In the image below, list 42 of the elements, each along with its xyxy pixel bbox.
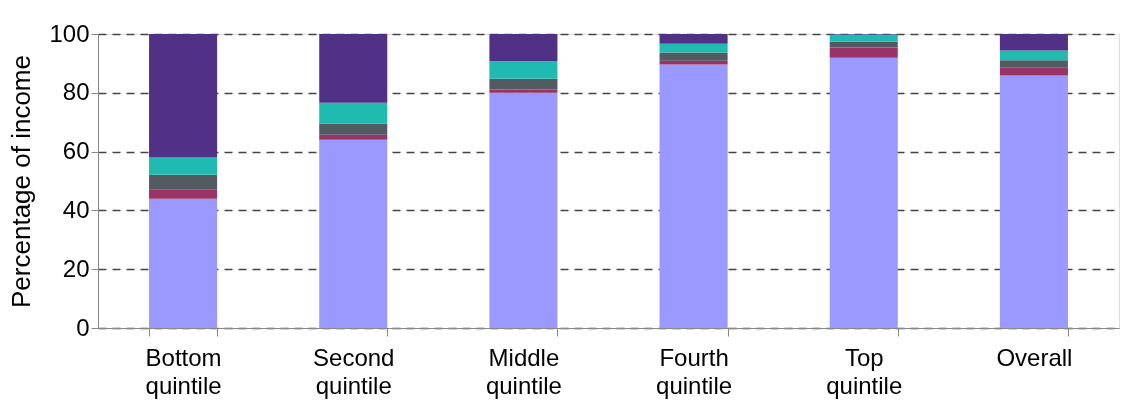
bar: [829, 41, 898, 48]
y-tick-label: 0: [76, 313, 90, 341]
y-tick-label: 20: [62, 254, 90, 282]
y-tick-label: 100: [49, 19, 90, 47]
bar: [319, 123, 388, 135]
y-axis-title: Percentage of income: [6, 55, 37, 308]
bar: [319, 34, 388, 103]
bar: [489, 89, 558, 93]
x-tick-label: Fourth quintile: [656, 343, 733, 399]
bar: [149, 198, 218, 328]
x-tick-label: Second quintile: [313, 343, 395, 399]
bar: [999, 75, 1068, 328]
y-tick-label: 60: [62, 137, 90, 165]
x-tick-label: Top quintile: [826, 343, 903, 399]
bar: [149, 157, 218, 175]
bar: [489, 78, 558, 90]
x-tick-label: Bottom quintile: [145, 343, 222, 399]
bar: [999, 67, 1068, 76]
bar: [489, 92, 558, 328]
bar: [149, 174, 218, 190]
bar: [319, 102, 388, 124]
y-tick-label: 80: [62, 78, 90, 106]
bar: [319, 134, 388, 140]
bar: [659, 34, 728, 44]
bar: [489, 61, 558, 79]
bar: [149, 34, 218, 158]
bar: [659, 52, 728, 61]
y-tick-label: 40: [62, 195, 90, 223]
bar: [999, 60, 1068, 68]
bar: [829, 57, 898, 328]
bar: [149, 189, 218, 199]
bar: [999, 50, 1068, 61]
bar: [489, 34, 558, 62]
bar: [659, 64, 728, 328]
bar: [829, 47, 898, 58]
x-tick-label: Overall: [996, 343, 1073, 371]
bar: [999, 34, 1068, 51]
x-tick-label: Middle quintile: [485, 343, 562, 399]
bar: [319, 139, 388, 328]
bar: [659, 43, 728, 53]
bar: [659, 60, 728, 65]
bar: [829, 34, 898, 42]
